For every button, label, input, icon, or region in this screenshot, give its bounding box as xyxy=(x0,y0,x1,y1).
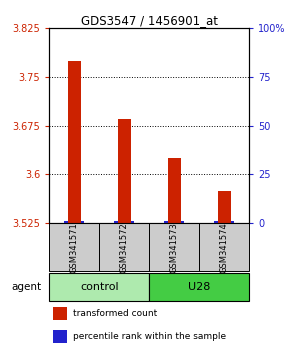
Text: agent: agent xyxy=(12,282,42,292)
Bar xyxy=(114,221,134,223)
Bar xyxy=(49,273,149,301)
Bar xyxy=(214,221,234,223)
Title: GDS3547 / 1456901_at: GDS3547 / 1456901_at xyxy=(81,14,218,27)
Bar xyxy=(218,190,231,223)
Text: transformed count: transformed count xyxy=(73,309,157,318)
Bar xyxy=(200,223,249,271)
Bar xyxy=(49,223,99,271)
Bar xyxy=(53,307,67,320)
Text: control: control xyxy=(80,282,119,292)
Text: U28: U28 xyxy=(188,282,211,292)
Text: GSM341574: GSM341574 xyxy=(220,222,229,273)
Bar xyxy=(64,221,84,223)
Bar xyxy=(68,61,81,223)
Text: GSM341571: GSM341571 xyxy=(70,222,79,273)
Bar xyxy=(164,221,184,223)
Text: GSM341573: GSM341573 xyxy=(170,222,179,273)
Bar xyxy=(168,158,181,223)
Bar xyxy=(118,119,130,223)
Bar xyxy=(149,273,249,301)
Text: GSM341572: GSM341572 xyxy=(120,222,129,273)
Text: percentile rank within the sample: percentile rank within the sample xyxy=(73,332,226,341)
Bar xyxy=(149,223,200,271)
Bar xyxy=(53,330,67,343)
Bar xyxy=(99,223,149,271)
